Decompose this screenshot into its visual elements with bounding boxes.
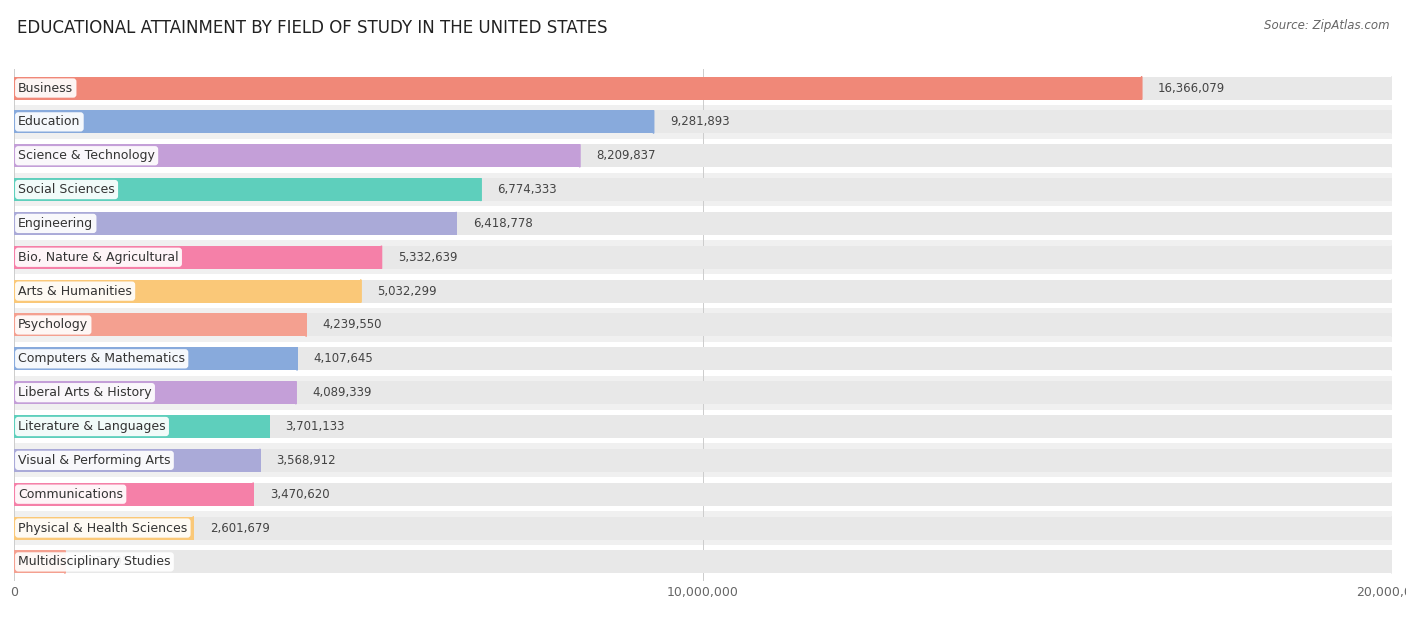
Text: Psychology: Psychology xyxy=(18,319,89,331)
Text: Engineering: Engineering xyxy=(18,217,93,230)
Text: 6,418,778: 6,418,778 xyxy=(472,217,533,230)
Bar xyxy=(14,550,1392,574)
Bar xyxy=(14,178,1392,201)
Bar xyxy=(14,280,1392,303)
Bar xyxy=(14,545,1392,579)
Bar xyxy=(14,308,1392,342)
Text: Social Sciences: Social Sciences xyxy=(18,183,115,196)
Bar xyxy=(14,444,1392,477)
Text: Arts & Humanities: Arts & Humanities xyxy=(18,285,132,298)
Text: 8,209,837: 8,209,837 xyxy=(596,149,655,162)
Bar xyxy=(14,240,1392,274)
Text: Visual & Performing Arts: Visual & Performing Arts xyxy=(18,454,170,467)
Text: 5,332,639: 5,332,639 xyxy=(398,251,457,264)
Text: 9,281,893: 9,281,893 xyxy=(671,115,730,128)
Bar xyxy=(14,517,1392,540)
Bar xyxy=(14,110,1392,133)
Text: Education: Education xyxy=(18,115,80,128)
Bar xyxy=(14,449,1392,472)
Bar xyxy=(14,206,1392,240)
Bar xyxy=(14,381,1392,404)
Bar xyxy=(14,347,1392,370)
Text: 4,239,550: 4,239,550 xyxy=(322,319,382,331)
Text: Bio, Nature & Agricultural: Bio, Nature & Agricultural xyxy=(18,251,179,264)
Text: Multidisciplinary Studies: Multidisciplinary Studies xyxy=(18,555,170,569)
Text: 3,568,912: 3,568,912 xyxy=(277,454,336,467)
Bar xyxy=(14,375,1392,410)
Text: Science & Technology: Science & Technology xyxy=(18,149,155,162)
Bar xyxy=(14,110,654,133)
Bar xyxy=(14,483,253,505)
Bar xyxy=(14,314,307,336)
Bar xyxy=(14,139,1392,173)
Bar xyxy=(14,274,1392,308)
Text: 3,701,133: 3,701,133 xyxy=(285,420,344,433)
Text: EDUCATIONAL ATTAINMENT BY FIELD OF STUDY IN THE UNITED STATES: EDUCATIONAL ATTAINMENT BY FIELD OF STUDY… xyxy=(17,19,607,37)
Bar xyxy=(14,144,1392,167)
Text: Business: Business xyxy=(18,81,73,95)
Text: 6,774,333: 6,774,333 xyxy=(498,183,557,196)
Bar xyxy=(14,245,1392,269)
Bar xyxy=(14,511,1392,545)
Bar xyxy=(14,477,1392,511)
Bar xyxy=(14,449,260,472)
Text: Source: ZipAtlas.com: Source: ZipAtlas.com xyxy=(1264,19,1389,32)
Bar xyxy=(14,280,361,303)
Bar xyxy=(14,212,457,235)
Bar xyxy=(14,550,65,574)
Text: Literature & Languages: Literature & Languages xyxy=(18,420,166,433)
Text: Communications: Communications xyxy=(18,488,124,501)
Text: 16,366,079: 16,366,079 xyxy=(1159,81,1226,95)
Text: 2,601,679: 2,601,679 xyxy=(209,522,270,534)
Bar xyxy=(14,71,1392,105)
Bar xyxy=(14,144,579,167)
Text: 4,107,645: 4,107,645 xyxy=(314,352,374,365)
Text: 737,995: 737,995 xyxy=(82,555,129,569)
Text: Computers & Mathematics: Computers & Mathematics xyxy=(18,352,186,365)
Bar xyxy=(14,212,1392,235)
Bar xyxy=(14,178,481,201)
Text: 4,089,339: 4,089,339 xyxy=(312,386,371,399)
Bar xyxy=(14,415,1392,438)
Bar xyxy=(14,173,1392,206)
Bar xyxy=(14,105,1392,139)
Text: Liberal Arts & History: Liberal Arts & History xyxy=(18,386,152,399)
Bar xyxy=(14,347,297,370)
Text: 5,032,299: 5,032,299 xyxy=(377,285,437,298)
Bar xyxy=(14,245,381,269)
Bar xyxy=(14,415,269,438)
Bar xyxy=(14,483,1392,505)
Bar xyxy=(14,410,1392,444)
Bar xyxy=(14,517,193,540)
Text: 3,470,620: 3,470,620 xyxy=(270,488,329,501)
Bar xyxy=(14,342,1392,375)
Bar xyxy=(14,76,1392,100)
Bar xyxy=(14,381,295,404)
Bar xyxy=(14,314,1392,336)
Text: Physical & Health Sciences: Physical & Health Sciences xyxy=(18,522,187,534)
Bar xyxy=(14,76,1142,100)
